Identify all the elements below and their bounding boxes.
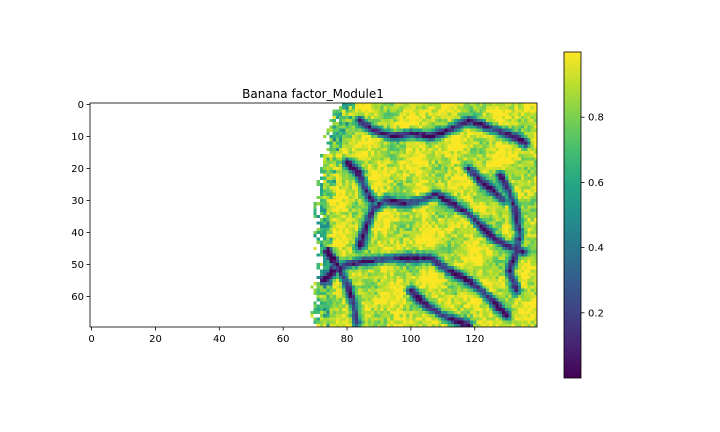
colorbar-tick-label: 0.2: [588, 308, 604, 319]
y-tick-label: 30: [71, 196, 84, 207]
y-tick-label: 10: [71, 132, 84, 143]
x-tick-label: 0: [88, 334, 94, 345]
colorbar: 0.2 0.4 0.6 0.8: [563, 51, 604, 379]
colorbar-tick-label: 0.6: [588, 178, 604, 189]
colorbar-ticks: 0.2 0.4 0.6 0.8: [581, 113, 604, 319]
heatmap-image: [90, 103, 537, 327]
colorbar-tick-label: 0.8: [588, 113, 604, 124]
x-tick-label: 120: [465, 334, 484, 345]
x-tick-label: 60: [277, 334, 290, 345]
x-tick-label: 100: [401, 334, 420, 345]
colorbar-tick-label: 0.4: [588, 243, 604, 254]
colorbar-gradient: [564, 52, 581, 378]
x-axis: 0 20 40 60 80 100 120: [88, 327, 484, 345]
x-tick-label: 20: [149, 334, 162, 345]
x-tick-label: 40: [213, 334, 226, 345]
y-tick-label: 40: [71, 228, 84, 239]
colorbar-frame: [563, 51, 582, 379]
y-tick-label: 0: [78, 100, 84, 111]
axes-frame: [89, 102, 538, 328]
y-axis: 0 10 20 30 40 50 60: [71, 100, 90, 303]
chart-title: Banana factor_Module1: [242, 87, 384, 101]
y-tick-label: 60: [71, 292, 84, 303]
y-tick-label: 50: [71, 260, 84, 271]
y-tick-label: 20: [71, 164, 84, 175]
x-tick-label: 80: [341, 334, 354, 345]
heatmap-axes: 0 20 40 60 80 100 120 0 10 20 30 40 50 60: [71, 100, 538, 345]
